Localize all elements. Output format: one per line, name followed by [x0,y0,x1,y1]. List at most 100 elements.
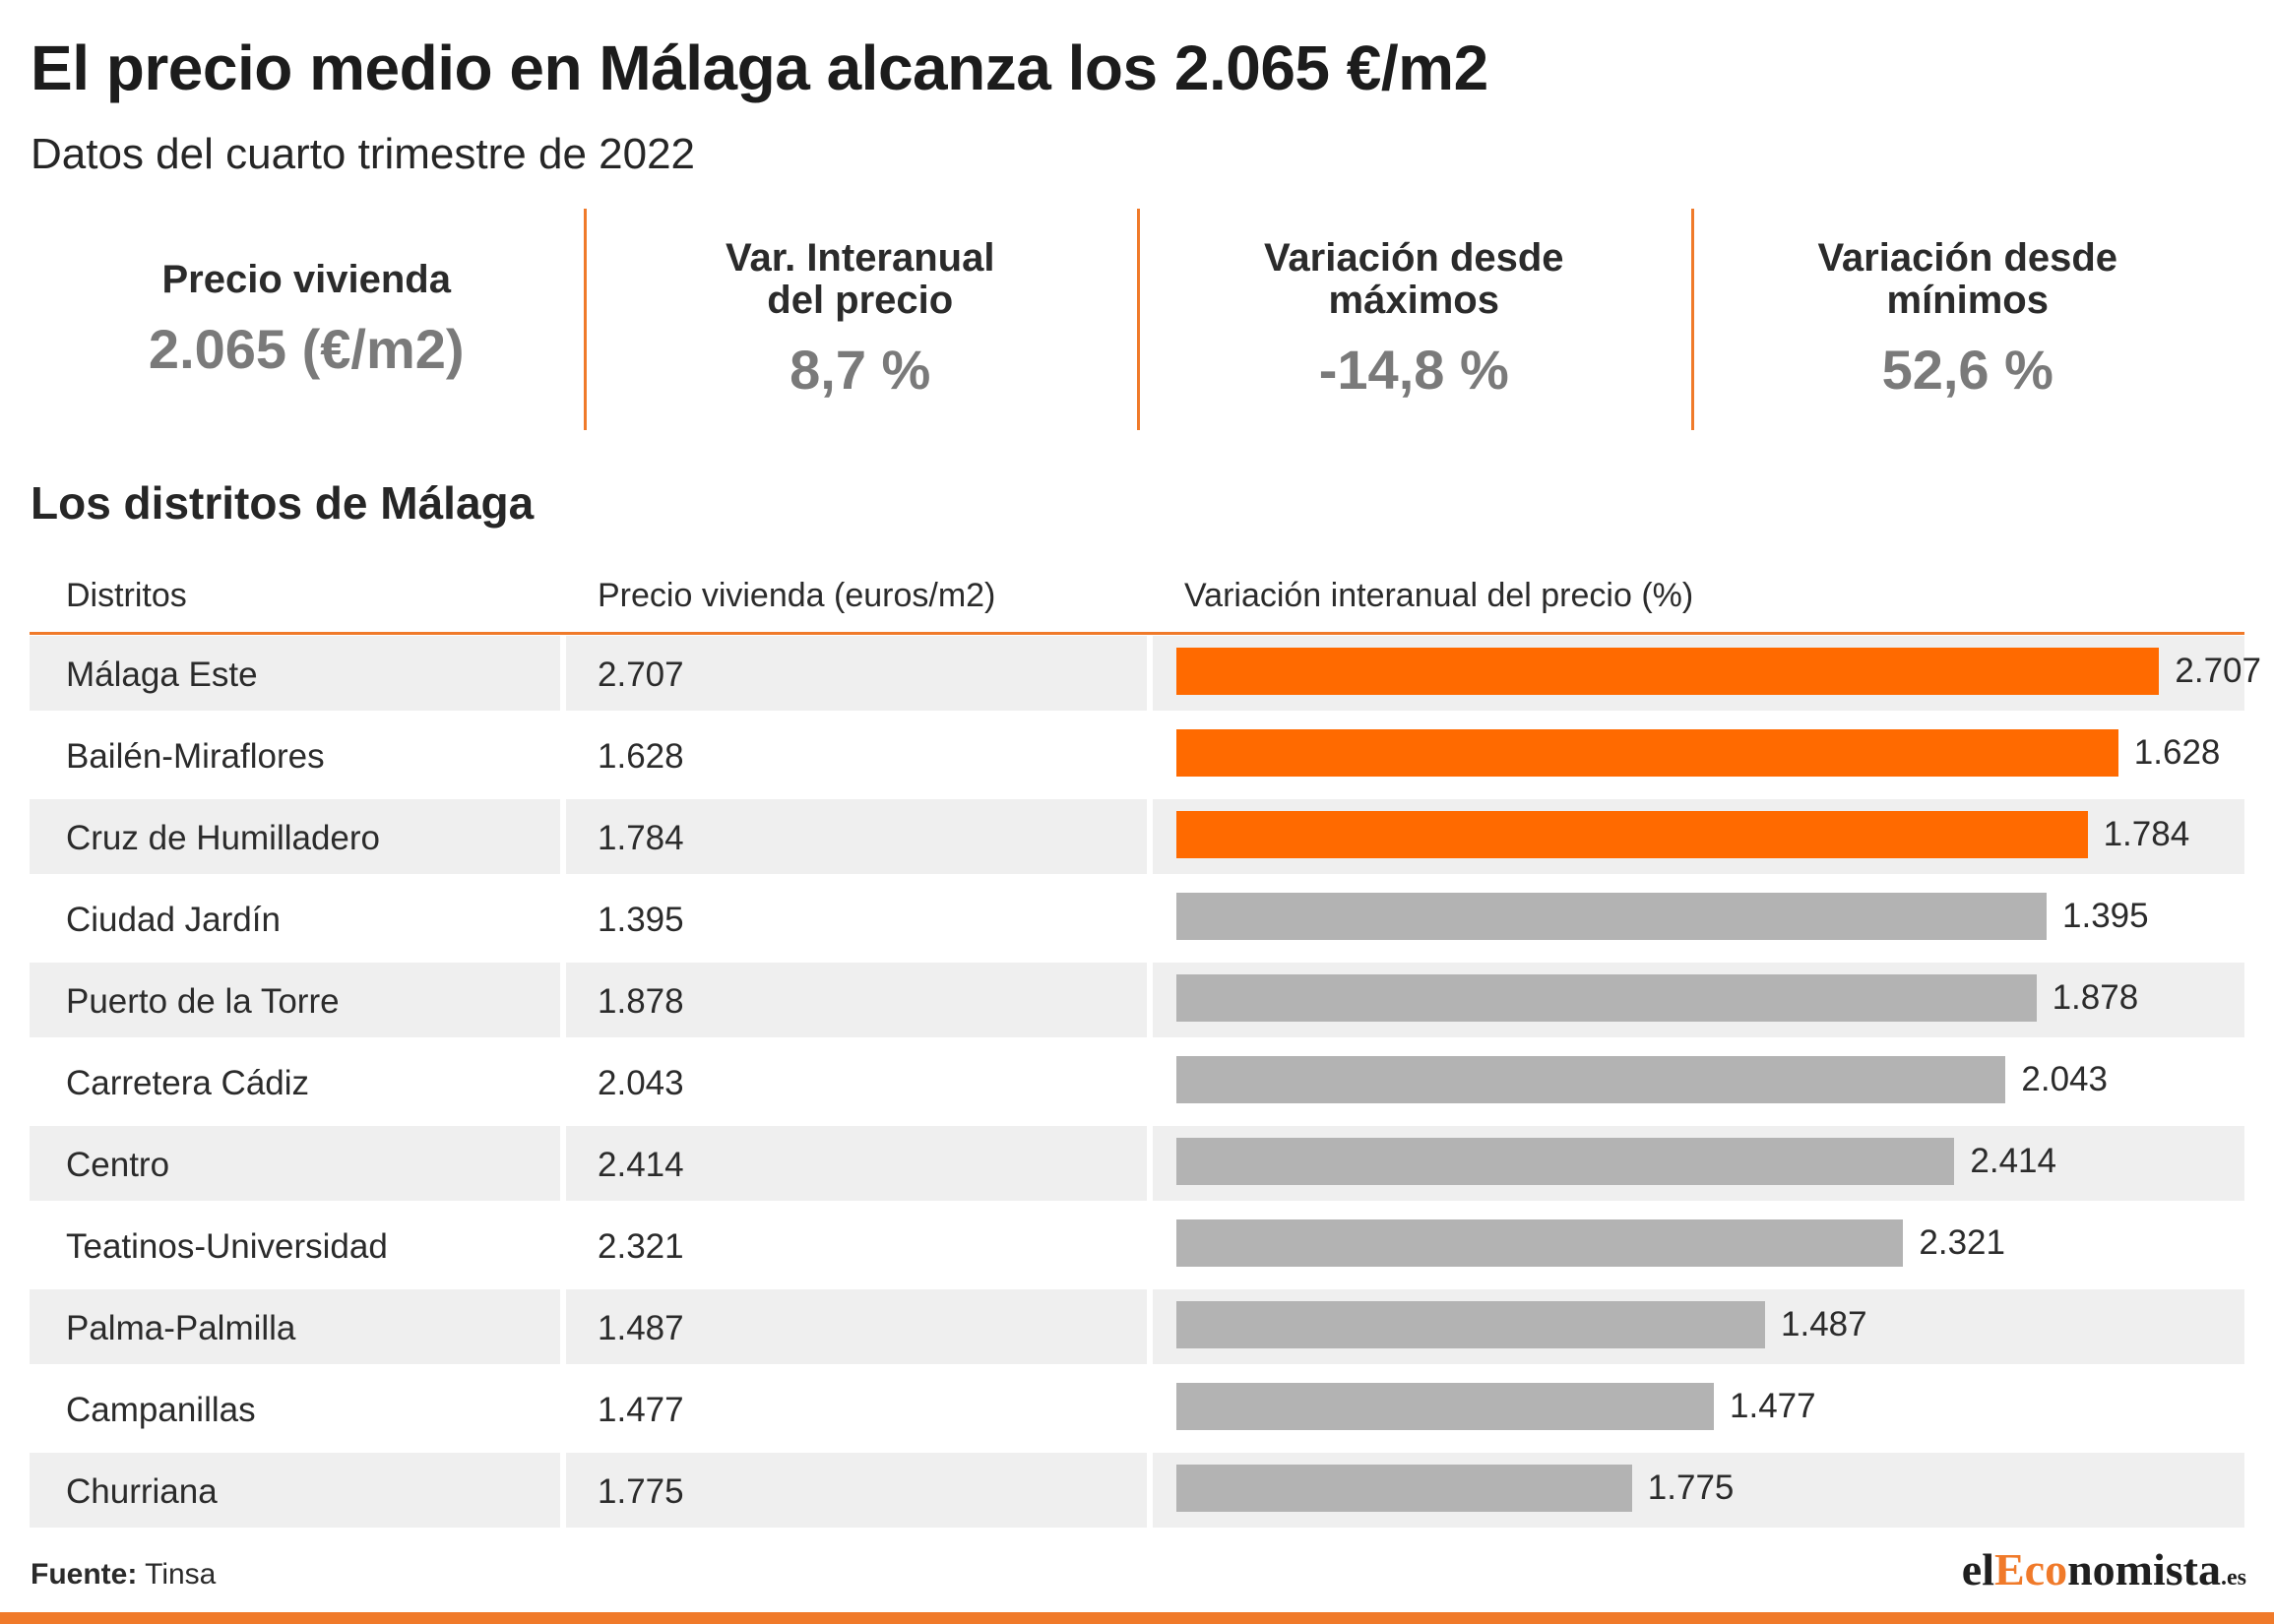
table-header: Distritos Precio vivienda (euros/m2) Var… [30,567,2244,635]
table-row: Cruz de Humilladero 1.784 1.784 [30,799,2244,881]
price-cell: 1.784 [566,799,1147,874]
price-value: 1.487 [598,1309,684,1347]
bar-data-label: 2.707 [2175,652,2261,690]
table-row: Ciudad Jardín 1.395 1.395 [30,881,2244,963]
footer-accent-bar [0,1612,2274,1624]
kpi-change-from-max: Variación desde máximos -14,8 % [1137,209,1691,430]
table-row: Teatinos-Universidad 2.321 2.321 [30,1208,2244,1289]
variation-cell: 1.628 [1153,718,2244,792]
price-cell: 1.628 [566,718,1147,792]
source-value: Tinsa [137,1558,217,1591]
district-name: Cruz de Humilladero [66,819,381,857]
district-name: Churriana [66,1472,218,1511]
district-cell: Málaga Este [30,636,560,711]
district-name: Campanillas [66,1391,256,1429]
bar-data-label: 1.878 [2052,978,2139,1017]
price-value: 2.321 [598,1227,684,1266]
kpi-yearly-change: Var. Interanual del precio 8,7 % [583,209,1138,430]
price-value: 2.414 [598,1146,684,1184]
bar-data-label: 1.487 [1781,1305,1867,1343]
table-row: Campanillas 1.477 1.477 [30,1371,2244,1453]
variation-cell: 1.487 [1153,1289,2244,1364]
district-cell: Campanillas [30,1371,560,1446]
price-value: 1.628 [598,737,684,776]
price-cell: 2.321 [566,1208,1147,1282]
kpi-label: Precio vivienda [161,257,451,301]
variation-cell: 1.775 [1153,1453,2244,1528]
variation-bar [1176,648,2160,695]
district-name: Bailén-Miraflores [66,737,325,776]
kpi-change-from-min: Variación desde mínimos 52,6 % [1690,209,2245,430]
header-price: Precio vivienda (euros/m2) [598,577,996,614]
price-cell: 1.775 [566,1453,1147,1528]
district-cell: Bailén-Miraflores [30,718,560,792]
kpi-value: 2.065 (€/m2) [148,317,465,380]
brand-logo: elEconomista.es [1962,1543,2246,1595]
variation-bar [1176,1219,1904,1267]
variation-bar [1176,1138,1955,1185]
chart-title: El precio medio en Málaga alcanza los 2.… [31,32,1488,103]
district-cell: Teatinos-Universidad [30,1208,560,1282]
district-name: Centro [66,1146,170,1184]
table-row: Centro 2.414 2.414 [30,1126,2244,1208]
variation-bar [1176,811,2088,858]
header-districts: Distritos [66,577,187,614]
source-label: Fuente: [31,1558,138,1591]
table-row: Bailén-Miraflores 1.628 1.628 [30,718,2244,799]
bar-data-label: 1.775 [1647,1468,1735,1507]
variation-cell: 1.784 [1153,799,2244,874]
kpi-value: 52,6 % [1881,339,2053,401]
variation-cell: 1.878 [1153,963,2244,1037]
variation-cell: 2.414 [1153,1126,2244,1201]
bar-data-label: 2.321 [1919,1223,2005,1262]
price-cell: 1.395 [566,881,1147,956]
bar-data-label: 2.043 [2021,1060,2108,1098]
price-cell: 2.414 [566,1126,1147,1201]
district-cell: Puerto de la Torre [30,963,560,1037]
bar-data-label: 1.628 [2133,733,2221,772]
price-cell: 2.043 [566,1044,1147,1119]
variation-bar [1176,729,2118,777]
variation-bar [1176,1056,2006,1103]
variation-cell: 2.043 [1153,1044,2244,1119]
kpi-value: 8,7 % [790,339,931,401]
header-variation: Variación interanual del precio (%) [1184,577,1694,614]
bar-data-label: 2.414 [1970,1142,2056,1180]
variation-cell: 1.395 [1153,881,2244,956]
price-value: 1.878 [598,982,684,1021]
district-name: Puerto de la Torre [66,982,340,1021]
district-cell: Cruz de Humilladero [30,799,560,874]
price-cell: 1.487 [566,1289,1147,1364]
table-row: Palma-Palmilla 1.487 1.487 [30,1289,2244,1371]
variation-cell: 2.707 [1153,636,2261,711]
price-value: 1.477 [598,1391,684,1429]
district-name: Palma-Palmilla [66,1309,296,1347]
price-value: 1.784 [598,819,684,857]
price-value: 2.707 [598,656,684,694]
logo-part: nomista [2067,1544,2221,1594]
kpi-label: Variación desde máximos [1263,236,1564,322]
kpi-value: -14,8 % [1318,339,1509,401]
price-value: 1.395 [598,901,684,939]
table-row: Carretera Cádiz 2.043 2.043 [30,1044,2244,1126]
kpi-price: Precio vivienda 2.065 (€/m2) [30,209,584,430]
price-cell: 1.477 [566,1371,1147,1446]
logo-part: el [1961,1544,1994,1594]
bar-data-label: 1.784 [2103,815,2190,853]
district-cell: Ciudad Jardín [30,881,560,956]
variation-bar [1176,974,2037,1022]
district-name: Teatinos-Universidad [66,1227,388,1266]
kpi-strip: Precio vivienda 2.065 (€/m2) Var. Intera… [30,209,2244,430]
price-value: 1.775 [598,1472,684,1511]
variation-bar [1176,893,2047,940]
price-value: 2.043 [598,1064,684,1102]
kpi-label: Var. Interanual del precio [726,236,995,322]
district-cell: Carretera Cádiz [30,1044,560,1119]
logo-accent: Eco [1993,1544,2068,1594]
bar-data-label: 1.477 [1730,1387,1816,1425]
variation-bar [1176,1301,1765,1348]
source-note: Fuente: Tinsa [31,1558,216,1592]
district-cell: Centro [30,1126,560,1201]
kpi-label: Variación desde mínimos [1817,236,2118,322]
price-cell: 2.707 [566,636,1147,711]
